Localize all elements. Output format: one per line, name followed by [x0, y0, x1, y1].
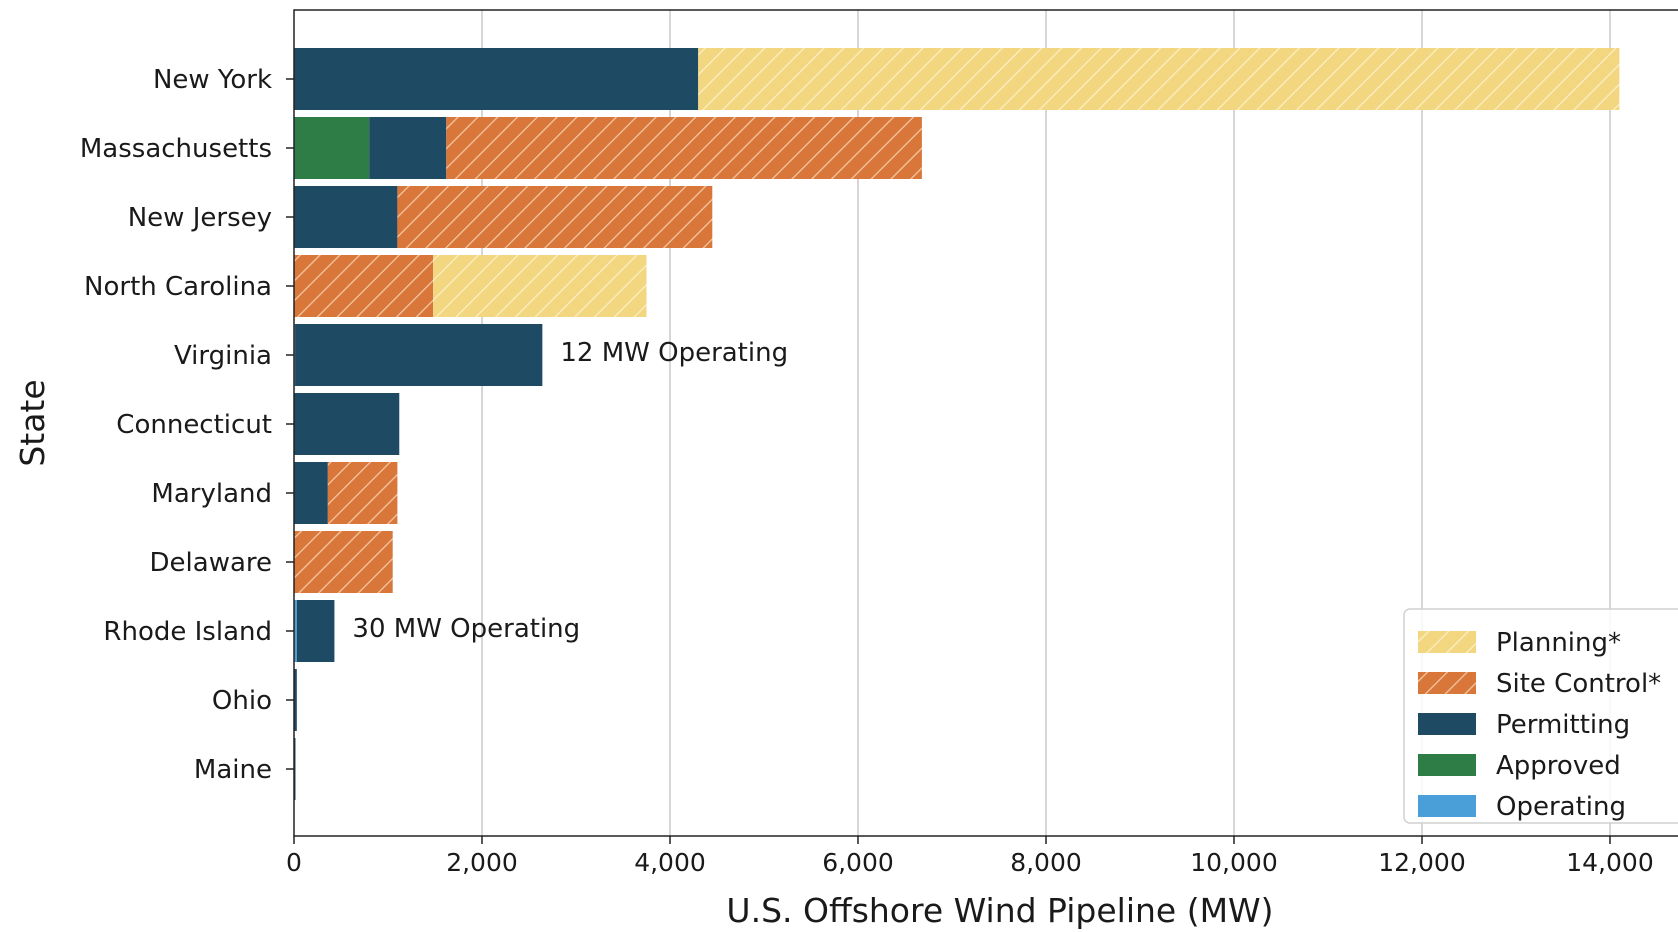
bar-rhode-island-operating — [294, 600, 297, 662]
x-axis-title: U.S. Offshore Wind Pipeline (MW) — [726, 891, 1273, 930]
axes-frame — [293, 9, 1678, 837]
y-tick-label-maine: Maine — [194, 755, 272, 785]
x-tick-label-6000: 6,000 — [822, 848, 894, 877]
bar-virginia-permitting — [295, 324, 543, 386]
bar-rhode-island-permitting — [296, 600, 335, 662]
annotation-rhode-island: 30 MW Operating — [352, 614, 580, 644]
bar-maryland-permitting — [294, 462, 328, 524]
y-axis-title: State — [13, 379, 52, 466]
y-tick-label-new-jersey: New Jersey — [128, 203, 272, 233]
legend-label-site-control: Site Control* — [1496, 669, 1661, 699]
legend-label-approved: Approved — [1496, 751, 1621, 781]
x-tick-label-10000: 10,000 — [1190, 848, 1277, 877]
y-tick-label-delaware: Delaware — [150, 548, 272, 578]
y-tick-label-connecticut: Connecticut — [116, 410, 272, 440]
bar-new-jersey-site-control — [397, 186, 713, 248]
bar-delaware-site-control — [294, 531, 393, 593]
x-tick-label-8000: 8,000 — [1010, 848, 1082, 877]
legend-label-operating: Operating — [1496, 792, 1626, 822]
bar-new-york-planning — [698, 48, 1620, 110]
y-tick-label-massachusetts: Massachusetts — [80, 134, 272, 164]
bar-massachusetts-permitting — [369, 117, 447, 179]
plot-frame — [293, 9, 1678, 837]
legend: Planning* Site Control* Permitting Approved… — [1403, 608, 1678, 824]
bar-ohio-permitting — [294, 669, 297, 731]
bar-north-carolina-planning — [433, 255, 647, 317]
bar-maryland-site-control — [327, 462, 398, 524]
bar-new-york-permitting — [294, 48, 699, 110]
y-tick-label-new-york: New York — [153, 65, 272, 95]
annotation-virginia: 12 MW Operating — [560, 338, 788, 368]
x-tick-label-0: 0 — [286, 848, 302, 877]
x-tick-label-14000: 14,000 — [1566, 848, 1653, 877]
bar-north-carolina-site-control — [294, 255, 434, 317]
y-tick-label-north-carolina: North Carolina — [84, 272, 272, 302]
y-tick-label-virginia: Virginia — [174, 341, 272, 371]
x-tick-label-12000: 12,000 — [1378, 848, 1465, 877]
y-tick-label-ohio: Ohio — [212, 686, 272, 716]
bars-group — [294, 48, 1620, 800]
legend-label-planning: Planning* — [1496, 628, 1621, 658]
bar-connecticut-permitting — [294, 393, 400, 455]
x-tick-label-4000: 4,000 — [634, 848, 706, 877]
annotations: 12 MW Operating 30 MW Operating — [352, 338, 788, 644]
bar-massachusetts-approved — [294, 117, 370, 179]
x-tick-label-2000: 2,000 — [446, 848, 518, 877]
legend-swatch-permitting — [1418, 713, 1476, 735]
legend-swatch-approved — [1418, 754, 1476, 776]
legend-label-permitting: Permitting — [1496, 710, 1630, 740]
bar-new-jersey-permitting — [294, 186, 398, 248]
y-axis-ticks: New York Massachusetts New Jersey North Car… — [80, 65, 294, 785]
y-tick-label-maryland: Maryland — [151, 479, 272, 509]
x-axis-ticks: 0 2,000 4,000 6,000 8,000 10,000 12,000 14,000 — [286, 836, 1654, 877]
legend-swatch-operating — [1418, 795, 1476, 817]
legend-swatch-planning — [1418, 631, 1476, 653]
bar-massachusetts-site-control — [446, 117, 922, 179]
legend-swatch-site-control — [1418, 672, 1476, 694]
y-tick-label-rhode-island: Rhode Island — [103, 617, 272, 647]
